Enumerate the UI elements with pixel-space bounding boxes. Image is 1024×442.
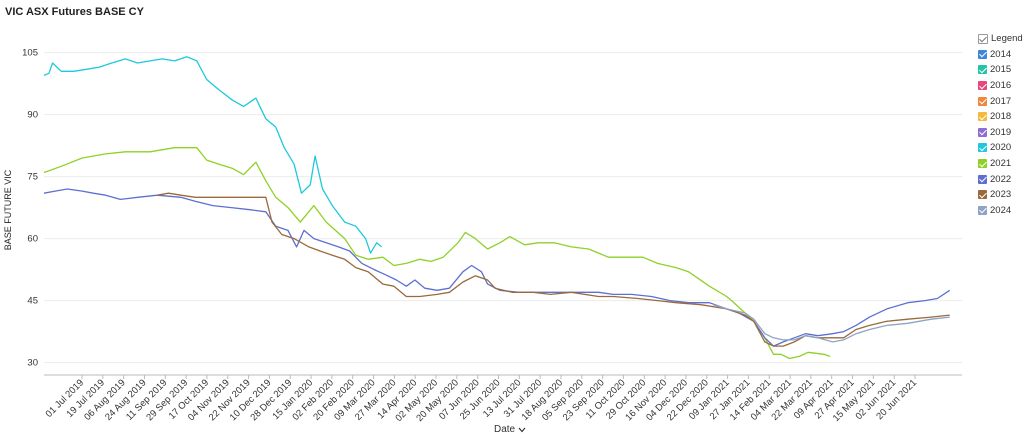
grid-layer — [44, 52, 962, 364]
legend-label: 2017 — [990, 95, 1012, 107]
legend-title: Legend — [991, 33, 1023, 45]
legend-item-2024[interactable]: 2024 — [978, 203, 1022, 219]
legend-label: 2022 — [990, 173, 1012, 185]
series-line-2020 — [43, 56, 383, 254]
checkbox-icon — [978, 96, 987, 106]
checkbox-icon — [978, 205, 987, 215]
checkbox-icon — [978, 33, 988, 44]
legend-label: 2016 — [990, 80, 1012, 92]
y-tick-label: 60 — [27, 234, 38, 245]
series-line-2023 — [157, 192, 950, 347]
series-layer — [43, 56, 951, 360]
chart-title: VIC ASX Futures BASE CY — [5, 6, 144, 18]
legend-item-2022[interactable]: 2022 — [978, 171, 1022, 187]
checkbox-icon — [978, 159, 987, 169]
legend-item-2015[interactable]: 2015 — [978, 62, 1022, 78]
chevron-down-icon — [518, 427, 526, 432]
legend-item-2016[interactable]: 2016 — [978, 78, 1022, 94]
checkbox-icon — [978, 81, 987, 91]
legend-label: 2021 — [990, 158, 1012, 170]
y-axis-title: BASE FUTURE VIC — [3, 169, 13, 250]
legend-label: 2020 — [990, 142, 1012, 154]
series-line-2021 — [43, 147, 831, 360]
legend-item-2023[interactable]: 2023 — [978, 187, 1022, 203]
checkbox-icon — [978, 65, 987, 75]
legend: Legend 2014 2015 2016 2017 2018 2019 2020 2021 2… — [978, 31, 1023, 219]
legend-label: 2018 — [990, 111, 1012, 123]
y-tick-label: 45 — [27, 296, 38, 307]
legend-toggle[interactable]: Legend — [978, 31, 1023, 47]
legend-label: 2014 — [990, 48, 1012, 60]
x-axis-title-button[interactable]: Date — [494, 424, 526, 435]
y-tick-label: 90 — [27, 110, 38, 121]
legend-item-2018[interactable]: 2018 — [978, 109, 1022, 125]
series-line-2024 — [712, 304, 950, 343]
legend-item-2019[interactable]: 2019 — [978, 125, 1022, 141]
legend-label: 2019 — [990, 126, 1012, 138]
x-axis-title: Date — [494, 424, 516, 435]
y-tick-label: 30 — [27, 358, 38, 369]
legend-label: 2023 — [990, 189, 1012, 201]
legend-item-2021[interactable]: 2021 — [978, 156, 1022, 172]
checkbox-icon — [978, 190, 987, 200]
checkbox-icon — [978, 112, 987, 122]
y-tick-label: 105 — [22, 48, 38, 59]
y-tick-label: 75 — [27, 172, 38, 183]
series-line-2022 — [43, 188, 951, 347]
legend-label: 2015 — [990, 64, 1012, 76]
legend-item-2014[interactable]: 2014 — [978, 47, 1022, 63]
checkbox-icon — [978, 127, 987, 137]
checkbox-icon — [978, 143, 987, 153]
legend-item-2017[interactable]: 2017 — [978, 93, 1022, 109]
checkbox-icon — [978, 49, 987, 59]
checkbox-icon — [978, 174, 987, 184]
legend-label: 2024 — [990, 204, 1012, 216]
legend-item-2020[interactable]: 2020 — [978, 140, 1022, 156]
